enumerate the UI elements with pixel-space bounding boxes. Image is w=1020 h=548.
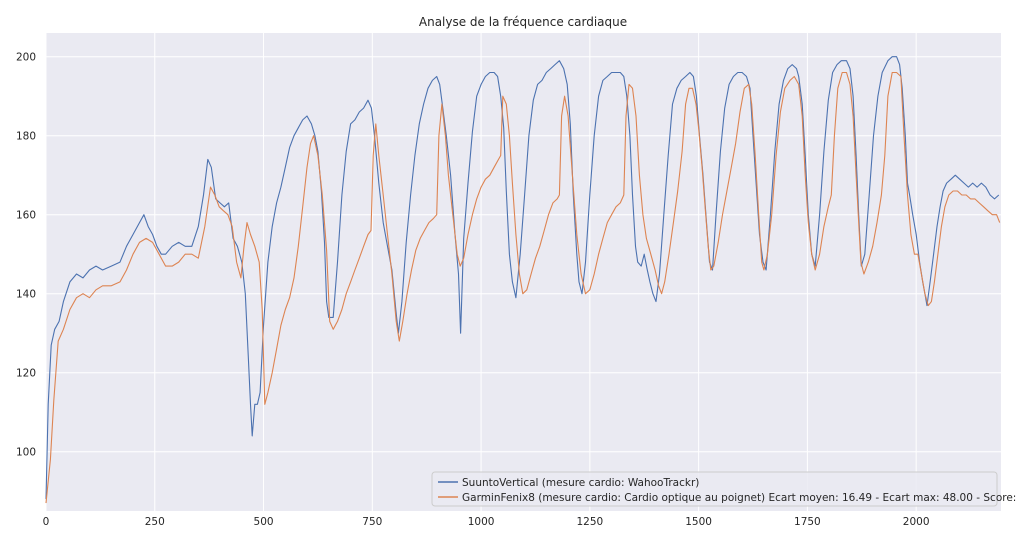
x-tick-label: 2000 (903, 516, 930, 528)
axis-ticks: 0 250 500 750 1000 1250 1500 1750 2000 100 120 140 1… (16, 52, 930, 528)
plot-area (46, 33, 1001, 511)
x-tick-label: 1250 (576, 516, 603, 528)
x-tick-label: 500 (254, 516, 274, 528)
x-tick-label: 250 (145, 516, 165, 528)
legend: SuuntoVertical (mesure cardio: WahooTrac… (431, 471, 1020, 507)
y-tick-label: 180 (16, 131, 36, 143)
x-tick-label: 0 (43, 516, 50, 528)
series-layer (45, 56, 1001, 504)
series-garmin-line (45, 71, 1001, 504)
x-tick-label: 1750 (794, 516, 821, 528)
y-tick-label: 100 (16, 447, 36, 459)
legend-box (431, 471, 998, 507)
series-suunto-line (45, 56, 1000, 500)
x-tick-label: 1000 (468, 516, 495, 528)
y-tick-label: 200 (16, 52, 36, 64)
grid-lines (45, 33, 1001, 511)
y-tick-label: 160 (16, 210, 36, 222)
legend-label-garmin: GarminFenix8 (mesure cardio: Cardio opti… (462, 492, 1020, 504)
legend-label-suunto: SuuntoVertical (mesure cardio: WahooTrac… (462, 477, 699, 489)
x-tick-label: 1500 (685, 516, 712, 528)
chart-title: Analyse de la fréquence cardiaque (419, 15, 627, 29)
x-tick-label: 750 (362, 516, 382, 528)
y-tick-label: 140 (16, 289, 36, 301)
y-tick-label: 120 (16, 368, 36, 380)
